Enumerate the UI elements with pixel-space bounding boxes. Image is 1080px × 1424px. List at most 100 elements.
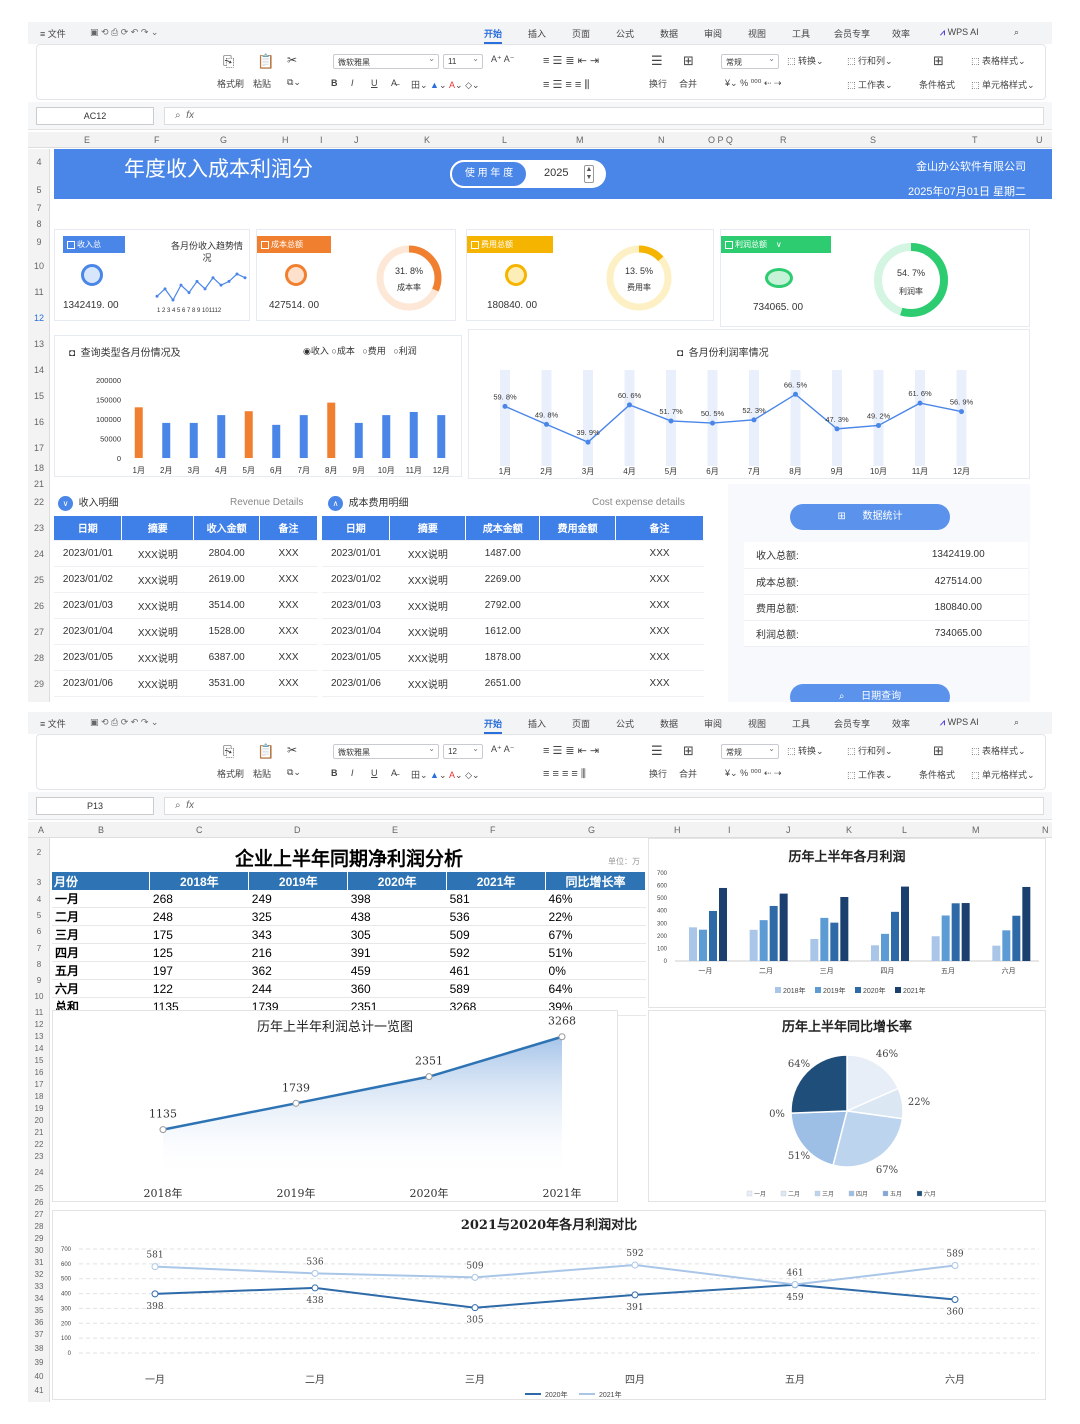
quick-access-icons[interactable]: ▣ ⟲ ⎙ ⟳ ↶ ↷ ⌄ [90, 717, 159, 727]
merge-button[interactable]: 合并 [679, 769, 698, 779]
row-header[interactable]: 2 [36, 848, 42, 857]
table-cell[interactable]: XXX说明 [121, 618, 194, 645]
tab-efficiency[interactable]: 效率 [892, 29, 911, 39]
table-cell[interactable]: 2023/01/05 [322, 644, 390, 671]
col-header[interactable]: M [972, 825, 980, 835]
table-cell[interactable] [539, 540, 616, 567]
tab-insert[interactable]: 插入 [528, 29, 547, 39]
format-painter-icon[interactable]: ⎘ [223, 743, 235, 759]
table-cell[interactable]: 六月 [52, 979, 150, 998]
table-cell[interactable] [539, 670, 616, 697]
row-header[interactable]: 18 [34, 1092, 44, 1101]
row-header[interactable]: 32 [34, 1270, 44, 1279]
row-header[interactable]: 27 [33, 627, 44, 637]
strike-button[interactable]: A̶ [391, 768, 398, 778]
table-cell[interactable]: XXX说明 [389, 644, 466, 671]
paste-icon[interactable]: 📋 [257, 743, 275, 759]
table-cell[interactable]: 三月 [52, 925, 150, 944]
border-icon[interactable]: 田⌄ ▲⌄ A⌄ ◇⌄ [411, 770, 480, 780]
format-painter-button[interactable]: 格式刷 [217, 769, 245, 779]
row-header[interactable]: 5 [36, 911, 42, 920]
table-cell[interactable]: 581 [446, 890, 546, 908]
col-header[interactable]: K [424, 135, 431, 145]
font-size-select[interactable]: 12 [443, 744, 483, 759]
row-header[interactable]: 26 [34, 1198, 44, 1207]
table-cell[interactable]: 2023/01/01 [322, 540, 390, 567]
row-header[interactable]: 22 [34, 1140, 44, 1149]
col-header[interactable]: R [780, 135, 787, 145]
strike-button[interactable]: A̶ [391, 78, 398, 88]
row-header[interactable]: 37 [34, 1330, 44, 1339]
tab-formula[interactable]: 公式 [616, 719, 635, 729]
row-header[interactable]: 18 [33, 463, 44, 473]
column-header[interactable]: 备注 [259, 516, 318, 541]
font-family-select[interactable]: 微软雅黑 [333, 744, 439, 759]
tab-member[interactable]: 会员专享 [834, 719, 871, 729]
table-cell[interactable]: 461 [446, 961, 546, 980]
col-header[interactable]: L [502, 135, 508, 145]
tab-wps-ai[interactable]: ⩘ WPS AI [940, 27, 979, 38]
name-box[interactable]: P13 [36, 797, 154, 815]
row-header[interactable]: 25 [34, 1184, 44, 1193]
column-header[interactable]: 成本金额 [465, 516, 541, 541]
date-query-button[interactable]: ⌕ 日期查询 [790, 684, 950, 702]
column-header[interactable]: 备注 [615, 516, 704, 541]
table-cell[interactable]: 509 [446, 925, 546, 944]
font-size-select[interactable]: 11 [443, 54, 483, 69]
convert-button[interactable]: ⬚ 转换⌄ [787, 56, 824, 66]
table-cell[interactable]: XXX [259, 618, 318, 645]
tab-review[interactable]: 审阅 [704, 29, 723, 39]
italic-button[interactable]: I [351, 768, 354, 778]
table-cell[interactable]: XXX说明 [389, 592, 466, 619]
table-cell[interactable]: 2023/01/02 [54, 566, 122, 593]
row-header[interactable]: 28 [34, 1222, 44, 1231]
row-header[interactable]: 36 [34, 1318, 44, 1327]
col-header[interactable]: G [588, 825, 596, 835]
col-header[interactable]: F [154, 135, 160, 145]
row-header[interactable]: 15 [34, 1056, 44, 1065]
table-cell[interactable]: XXX [259, 670, 318, 697]
table-cell[interactable]: XXX [259, 592, 318, 619]
col-header[interactable]: U [1036, 135, 1043, 145]
wrap-button[interactable]: 换行 [649, 769, 668, 779]
cond-format-button[interactable]: 条件格式 [919, 770, 956, 780]
row-header[interactable]: 4 [36, 895, 42, 904]
paste-button[interactable]: 粘贴 [253, 769, 272, 779]
tab-tools[interactable]: 工具 [792, 719, 811, 729]
row-header[interactable]: 6 [36, 927, 42, 936]
align-left-icons[interactable]: ≡ ≡ ≡ ≡ ⫼ [543, 768, 586, 780]
row-header[interactable]: 15 [33, 391, 44, 401]
table-cell[interactable]: 325 [248, 907, 348, 926]
row-header[interactable]: 11 [34, 287, 44, 297]
col-header[interactable]: L [902, 825, 908, 835]
table-cell[interactable]: 22% [545, 907, 646, 926]
row-header[interactable]: 29 [34, 1234, 44, 1243]
underline-button[interactable]: U [371, 768, 378, 778]
name-box[interactable]: AC12 [36, 107, 154, 125]
table-cell[interactable]: XXX [615, 644, 704, 671]
file-menu[interactable]: ≡ 文件 [40, 29, 66, 39]
formula-input[interactable]: ⌕ fx [164, 797, 1044, 815]
font-grow-icon[interactable]: A⁺ A⁻ [491, 54, 515, 64]
cut-icon[interactable]: ✂ [287, 743, 298, 757]
column-header[interactable]: 收入金额 [193, 516, 261, 541]
table-cell[interactable]: 175 [149, 925, 249, 944]
tab-view[interactable]: 视图 [748, 719, 767, 729]
table-cell[interactable] [539, 644, 616, 671]
table-cell[interactable]: XXX [615, 540, 704, 567]
row-header[interactable]: 27 [34, 1210, 44, 1219]
row-header[interactable]: 34 [34, 1294, 44, 1303]
table-cell[interactable]: 2619.00 [193, 566, 260, 593]
radio-profit[interactable]: ○利润 [393, 346, 417, 356]
table-cell[interactable]: 2023/01/06 [322, 670, 390, 697]
border-icon[interactable]: 田⌄ ▲⌄ A⌄ ◇⌄ [411, 80, 480, 90]
table-cell[interactable]: 1487.00 [465, 540, 540, 567]
row-header[interactable]: 35 [34, 1306, 44, 1315]
table-cell[interactable]: 3514.00 [193, 592, 260, 619]
row-header[interactable]: 26 [33, 601, 44, 611]
table-cell[interactable]: 46% [545, 890, 646, 908]
col-header[interactable]: N [658, 135, 665, 145]
tab-insert[interactable]: 插入 [528, 719, 547, 729]
column-header[interactable]: 2019年 [248, 872, 349, 890]
paste-icon[interactable]: 📋 [257, 53, 275, 69]
